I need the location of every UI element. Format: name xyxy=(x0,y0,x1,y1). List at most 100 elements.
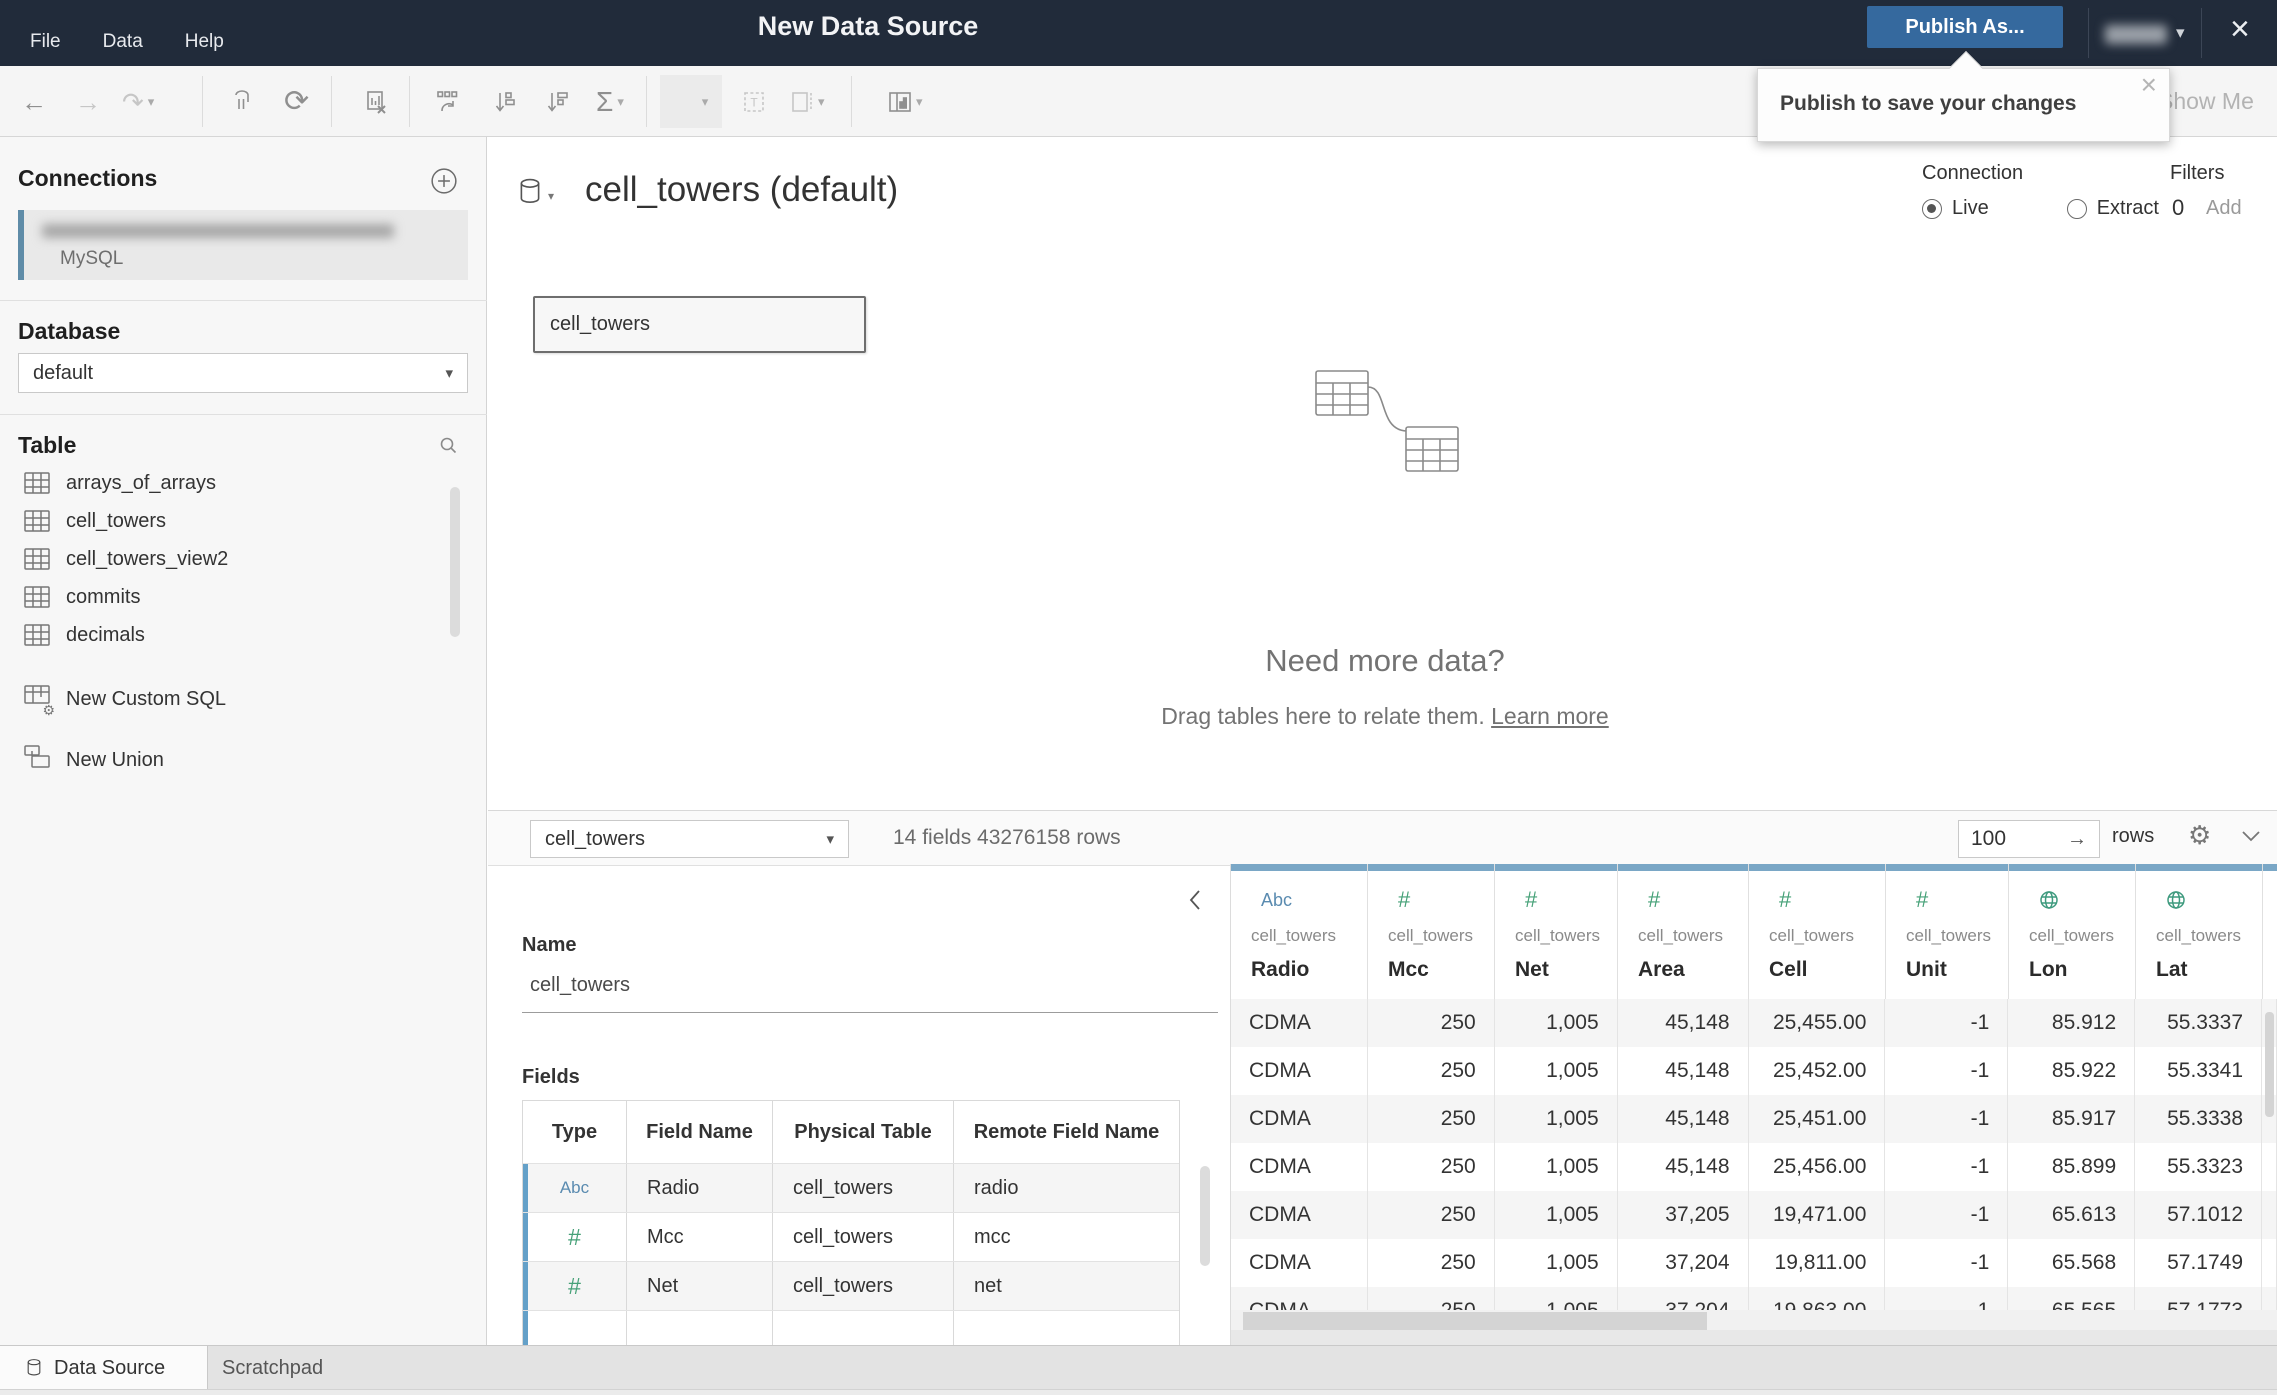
grid-column-header-net[interactable]: # cell_towers Net xyxy=(1495,864,1618,999)
sidebar-table-item[interactable]: cell_towers_view2 xyxy=(0,540,487,578)
database-select[interactable]: default ▾ xyxy=(18,353,468,393)
grid-column-header-unit[interactable]: # cell_towers Unit xyxy=(1886,864,2009,999)
new-union-button[interactable]: New Union xyxy=(0,745,487,775)
vertical-scrollbar-thumb[interactable] xyxy=(2265,1012,2274,1117)
sidebar-table-item[interactable]: cell_towers xyxy=(0,502,487,540)
fields-row[interactable]: # Net cell_towers net xyxy=(523,1261,1179,1310)
field-type-cell[interactable] xyxy=(523,1311,627,1345)
add-connection-icon[interactable] xyxy=(430,167,458,200)
column-table-label: cell_towers xyxy=(1251,926,1337,945)
sort-descending-icon[interactable] xyxy=(546,66,570,137)
window-close-icon[interactable]: × xyxy=(2230,10,2250,48)
user-name-redacted[interactable] xyxy=(2105,25,2167,44)
grid-cell: -1 xyxy=(1885,1239,2009,1287)
back-icon[interactable]: ← xyxy=(21,86,47,117)
tab-data-source[interactable]: Data Source xyxy=(0,1346,208,1390)
physical-table-cell: cell_towers xyxy=(773,1262,954,1310)
menu-file[interactable]: File xyxy=(30,31,61,52)
table-list-scrollbar[interactable] xyxy=(450,487,460,637)
grid-table-select[interactable]: cell_towers ▾ xyxy=(530,820,849,858)
table-grid-icon xyxy=(24,510,50,532)
empty-state-sentence: Drag tables here to relate them. xyxy=(1161,703,1485,729)
column-header-accent xyxy=(1886,864,2008,871)
fields-row[interactable] xyxy=(523,1310,1179,1345)
data-source-caret-icon[interactable]: ▾ xyxy=(548,189,555,203)
grid-settings-gear-icon[interactable]: ⚙ xyxy=(2188,820,2212,850)
grid-cell: 25,455.00 xyxy=(1749,999,1886,1047)
collapse-panel-chevron-icon[interactable] xyxy=(1188,888,1202,917)
grid-column-header-cell[interactable]: # cell_towers Cell xyxy=(1749,864,1886,999)
physical-table-cell: cell_towers xyxy=(773,1164,954,1212)
number-type-icon[interactable]: # xyxy=(523,1262,627,1310)
totals-dropdown-icon[interactable]: Σ ▾ xyxy=(596,85,624,117)
number-type-icon[interactable]: # xyxy=(523,1213,627,1261)
sidebar-table-item[interactable]: decimals xyxy=(0,616,487,654)
grid-column-header-lat[interactable]: cell_towers Lat xyxy=(2136,864,2263,999)
forward-icon[interactable]: → xyxy=(75,86,101,117)
row-limit-input[interactable]: 100 → xyxy=(1958,820,2100,858)
fit-view-dropdown-icon[interactable]: ▾ xyxy=(888,66,923,137)
grid-cell: 85.912 xyxy=(2008,999,2136,1047)
apply-row-limit-icon[interactable]: → xyxy=(2067,827,2087,850)
new-custom-sql-button[interactable]: ⚙ New Custom SQL xyxy=(0,685,487,718)
logical-layer-canvas: ▾ cell_towers (default) cell_towers Conn… xyxy=(488,137,2277,810)
show-me-button[interactable]: Show Me xyxy=(2158,88,2254,114)
live-radio[interactable] xyxy=(1922,198,1942,219)
grid-cell: 250 xyxy=(1368,1143,1495,1191)
grid-column-header-lon[interactable]: cell_towers Lon xyxy=(2009,864,2136,999)
add-filter-link[interactable]: Add xyxy=(2206,197,2242,219)
extract-radio[interactable] xyxy=(2066,198,2087,219)
horizontal-scrollbar-thumb[interactable] xyxy=(1243,1312,1707,1334)
swap-rows-and-columns-icon[interactable] xyxy=(436,66,460,137)
search-tables-icon[interactable] xyxy=(438,435,458,460)
publish-as-button[interactable]: Publish As... xyxy=(1867,6,2063,48)
pause-auto-updates-icon[interactable] xyxy=(230,66,254,137)
grid-cell: CDMA xyxy=(1231,1191,1368,1239)
table-name-label: cell_towers xyxy=(66,509,167,532)
tab-scratchpad[interactable]: Scratchpad xyxy=(208,1346,323,1390)
grid-cell: CDMA xyxy=(1231,1047,1368,1095)
toolbar-divider xyxy=(851,76,852,127)
new-custom-sql-label: New Custom SQL xyxy=(66,687,227,710)
data-preview-grid: Abc cell_towers Radio # cell_towers Mcc # cell_… xyxy=(1230,864,2277,1345)
fields-table-scrollbar[interactable] xyxy=(1200,1166,1210,1266)
menu-data[interactable]: Data xyxy=(102,31,143,52)
sidebar-table-item[interactable]: commits xyxy=(0,578,487,616)
column-table-label: cell_towers xyxy=(1769,926,1855,945)
fields-row[interactable]: Abc Radio cell_towers radio xyxy=(523,1163,1179,1212)
column-header-accent xyxy=(1749,864,1885,871)
user-menu-caret-icon[interactable]: ▾ xyxy=(2176,23,2185,42)
format-borders-dropdown-icon[interactable]: ▾ xyxy=(790,66,825,137)
clear-sheet-icon[interactable] xyxy=(364,66,388,137)
sort-ascending-icon[interactable] xyxy=(494,66,518,137)
redo-dropdown-icon[interactable]: ↷ ▾ xyxy=(122,86,155,117)
sheet-tabs-bar: Data Source Scratchpad xyxy=(0,1345,2277,1390)
field-name-cell xyxy=(627,1311,773,1345)
menu-help[interactable]: Help xyxy=(184,31,224,52)
titlebar-divider xyxy=(2088,8,2089,58)
remote-field-cell: mcc xyxy=(974,1225,1011,1248)
data-source-type-icon[interactable] xyxy=(518,178,542,211)
number-type-icon: # xyxy=(1779,887,1792,912)
toolbar-divider xyxy=(646,76,647,127)
sidebar-divider xyxy=(0,300,487,301)
grid-cell: 250 xyxy=(1368,1095,1495,1143)
grid-cell: 37,204 xyxy=(1618,1239,1749,1287)
grid-column-header-mcc[interactable]: # cell_towers Mcc xyxy=(1368,864,1495,999)
grid-cell: 1,005 xyxy=(1495,1191,1618,1239)
grid-cell: 85.899 xyxy=(2008,1143,2136,1191)
string-type-icon[interactable]: Abc xyxy=(523,1164,627,1212)
refresh-data-source-icon[interactable]: ⟳ xyxy=(284,84,310,118)
learn-more-link[interactable]: Learn more xyxy=(1491,703,1609,729)
logical-table-node[interactable]: cell_towers xyxy=(533,296,866,353)
grid-collapse-chevron-icon[interactable] xyxy=(2240,829,2262,848)
tooltip-close-icon[interactable]: × xyxy=(2140,69,2157,100)
connection-item[interactable]: MySQL xyxy=(18,210,468,280)
fields-row[interactable]: # Mcc cell_towers mcc xyxy=(523,1212,1179,1261)
grid-column-header-area[interactable]: # cell_towers Area xyxy=(1618,864,1749,999)
sidebar-table-item[interactable]: arrays_of_arrays xyxy=(0,464,487,502)
name-value-input[interactable]: cell_towers xyxy=(530,974,631,996)
text-label-icon[interactable]: T xyxy=(742,66,766,137)
grid-column-header-radio[interactable]: Abc cell_towers Radio xyxy=(1231,864,1368,999)
highlighter-dropdown-icon[interactable]: ▾ xyxy=(660,75,722,128)
